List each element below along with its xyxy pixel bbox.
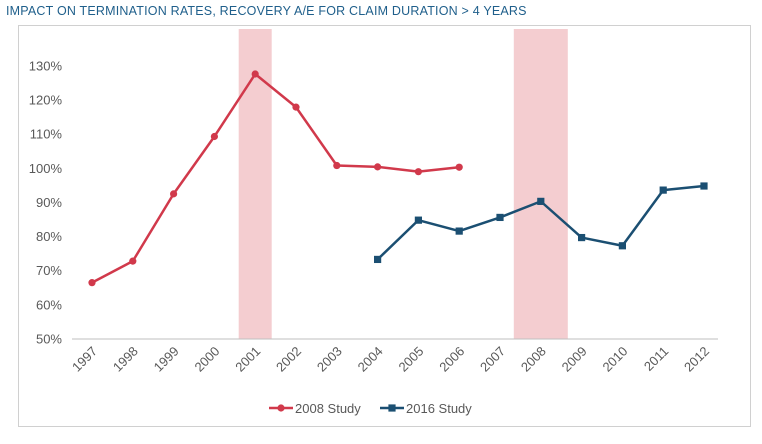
x-tick-label: 1999 <box>151 344 182 375</box>
data-point <box>374 255 382 264</box>
series-2016-study <box>374 182 708 264</box>
data-point <box>455 227 463 235</box>
data-point <box>210 132 218 141</box>
data-point <box>659 186 667 194</box>
data-point <box>414 216 422 224</box>
y-tick-label: 60% <box>36 297 62 312</box>
x-tick-label: 2009 <box>559 344 590 375</box>
data-point <box>537 197 545 205</box>
x-tick-label: 2001 <box>232 344 263 375</box>
data-point <box>374 163 382 171</box>
shade-2008 <box>513 29 568 339</box>
legend-label: 2016 Study <box>406 401 472 416</box>
y-tick-label: 70% <box>36 263 62 278</box>
x-axis-ticks: 1997 1998 1999 2000 2001 2002 2003 2004 2005 2006… <box>69 344 712 375</box>
y-tick-label: 120% <box>29 92 63 107</box>
data-point <box>496 213 504 222</box>
legend-marker <box>388 404 396 412</box>
data-point <box>129 257 137 265</box>
legend-item: 2008 Study <box>269 401 361 416</box>
series-2008-study <box>88 70 463 287</box>
x-tick-label: 1998 <box>110 344 141 375</box>
x-tick-label: 2006 <box>436 344 467 375</box>
data-point <box>578 233 586 242</box>
y-tick-label: 100% <box>29 161 63 176</box>
legend-marker <box>277 404 285 412</box>
chart-frame <box>18 25 751 427</box>
x-tick-label: 2012 <box>681 344 712 375</box>
data-point <box>333 161 341 170</box>
x-tick-label: 2000 <box>191 344 222 375</box>
series-line <box>91 72 460 284</box>
x-tick-label: 2007 <box>477 344 508 375</box>
data-point <box>88 279 96 287</box>
y-tick-label: 130% <box>29 58 63 73</box>
data-point <box>455 163 463 171</box>
legend: 2008 Study 2016 Study <box>269 401 472 416</box>
data-point <box>170 190 178 198</box>
x-tick-label: 1997 <box>69 344 100 375</box>
y-tick-label: 50% <box>36 332 62 347</box>
data-point <box>292 103 300 111</box>
data-point <box>414 168 422 176</box>
x-tick-label: 2005 <box>395 344 426 375</box>
shade-2001 <box>238 29 272 339</box>
x-tick-label: 2008 <box>518 344 549 375</box>
data-point <box>251 70 259 78</box>
data-point <box>618 242 626 250</box>
y-tick-label: 80% <box>36 229 62 244</box>
y-tick-label: 110% <box>30 127 63 142</box>
x-tick-label: 2002 <box>273 344 304 375</box>
recession-shading <box>238 29 568 339</box>
legend-label: 2008 Study <box>295 401 361 416</box>
y-tick-label: 90% <box>36 195 62 210</box>
series-lines <box>88 70 708 287</box>
legend-item: 2016 Study <box>380 401 472 416</box>
x-tick-label: 2004 <box>355 344 386 375</box>
x-tick-label: 2003 <box>314 344 345 375</box>
data-point <box>700 182 708 190</box>
x-tick-label: 2010 <box>599 344 630 375</box>
chart-title: IMPACT ON TERMINATION RATES, RECOVERY A/… <box>6 4 527 18</box>
x-tick-label: 2011 <box>641 344 671 374</box>
y-axis-ticks: 50% 60% 70% 80% 90% 100% 110% 120% 130% <box>29 58 63 346</box>
